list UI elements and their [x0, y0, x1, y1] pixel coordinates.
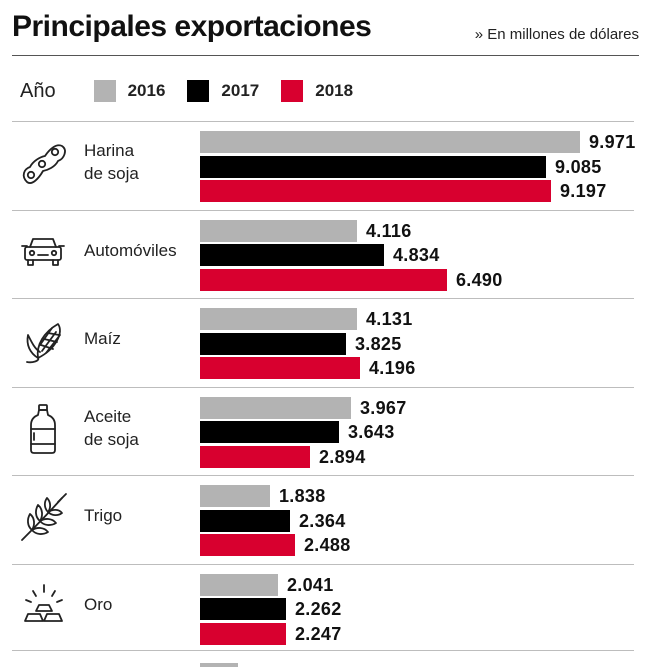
unit-note: » En millones de dólares [474, 26, 639, 43]
wheat-icon [18, 492, 68, 542]
bar-2017 [200, 155, 546, 178]
bar-value-label: 6.490 [456, 269, 503, 290]
bar-value-label: 3.967 [360, 397, 407, 418]
chart-title: Principales exportaciones [12, 10, 372, 43]
bar-value-label: 2.894 [319, 446, 366, 467]
bar-value-label: 4.834 [393, 245, 440, 265]
group-separator [12, 475, 634, 476]
category-label: Automóviles [84, 240, 177, 260]
category-label: Aceite de soja [84, 406, 139, 449]
bar-value-label: 1.838 [279, 486, 326, 506]
legend-swatch-2018 [281, 80, 304, 102]
bar-value-label: 9.197 [560, 181, 607, 201]
bar-2018 [200, 180, 551, 202]
group-separator [12, 121, 634, 122]
legend: Año 2016 2017 2018 [20, 78, 375, 104]
group-separator [12, 386, 634, 388]
bar-value-label: 4.131 [366, 309, 413, 329]
title-rule [12, 55, 639, 56]
category-label: Oro [84, 594, 113, 614]
gold-bars-icon [18, 581, 68, 631]
bar-value-label: 2.488 [304, 535, 351, 555]
bar-value-label: 3.825 [355, 333, 402, 354]
bar-2016 [200, 219, 357, 242]
legend-text-2018: 2018 [315, 81, 354, 100]
bar-2018 [200, 445, 310, 468]
bar-2016 [200, 308, 357, 330]
category-label: Trigo [84, 506, 123, 525]
legend-label: Año [20, 79, 56, 102]
category-group-trigo: Trigo 1.838 2.364 2.488 [0, 475, 649, 563]
bar-2017 [200, 332, 346, 355]
bar-2017 [200, 598, 286, 620]
bar-value-label: 4.196 [369, 358, 416, 378]
soybean-icon [18, 138, 68, 188]
group-separator [12, 563, 634, 565]
bar-value-label: 2.247 [295, 623, 342, 644]
legend-swatch-2016 [93, 80, 116, 102]
category-label: Maíz [84, 329, 121, 348]
group-separator [12, 650, 634, 651]
bar-2017 [200, 509, 290, 532]
legend-swatch-2017 [187, 80, 210, 102]
bar-value-label: 2.041 [287, 574, 334, 595]
legend-item-2016: 2016 [93, 80, 166, 102]
bar-2017 [200, 421, 339, 443]
bar-2016 [200, 131, 580, 153]
bar-value-label: 9.971 [589, 132, 636, 152]
bar-2018 [200, 268, 447, 291]
category-group-harina-de-soja: Harina de soja 9.971 9.085 9.197 [0, 121, 649, 209]
bar-2018 [200, 534, 295, 556]
group-separator [12, 209, 634, 211]
group-separator [12, 298, 634, 299]
oil-bottle-icon [18, 403, 68, 454]
category-group-automoviles: Automóviles 4.116 4.834 6.490 [0, 209, 649, 298]
bar-2017 [200, 244, 384, 266]
legend-text-2017: 2017 [221, 81, 260, 100]
bar-value-label: 2.262 [295, 599, 342, 619]
legend-item-2018: 2018 [281, 80, 353, 102]
legend-text-2016: 2016 [127, 81, 166, 100]
category-group-oro: Oro 2.041 2.262 2.247 [0, 563, 649, 652]
corn-icon [18, 315, 68, 365]
category-label: Harina de soja [84, 141, 139, 183]
bar-2016 [200, 396, 351, 419]
bar-2018 [200, 622, 286, 645]
bar-2016 [200, 573, 278, 596]
car-icon [18, 227, 68, 277]
bar-value-label: 9.085 [555, 156, 602, 177]
bar-value-label: 3.643 [348, 422, 395, 442]
bar-2016 [200, 485, 270, 507]
bar-value-label: 4.116 [366, 220, 412, 241]
bar-value-label: 2.364 [299, 510, 346, 531]
legend-item-2017: 2017 [187, 80, 259, 102]
category-group-maiz: Maíz 4.131 3.825 4.196 [0, 298, 649, 386]
bar-2018 [200, 357, 360, 379]
category-group-aceite-de-soja: Aceite de soja 3.967 3.643 2.894 [0, 386, 649, 475]
partial-bar-cut-off [200, 663, 238, 667]
